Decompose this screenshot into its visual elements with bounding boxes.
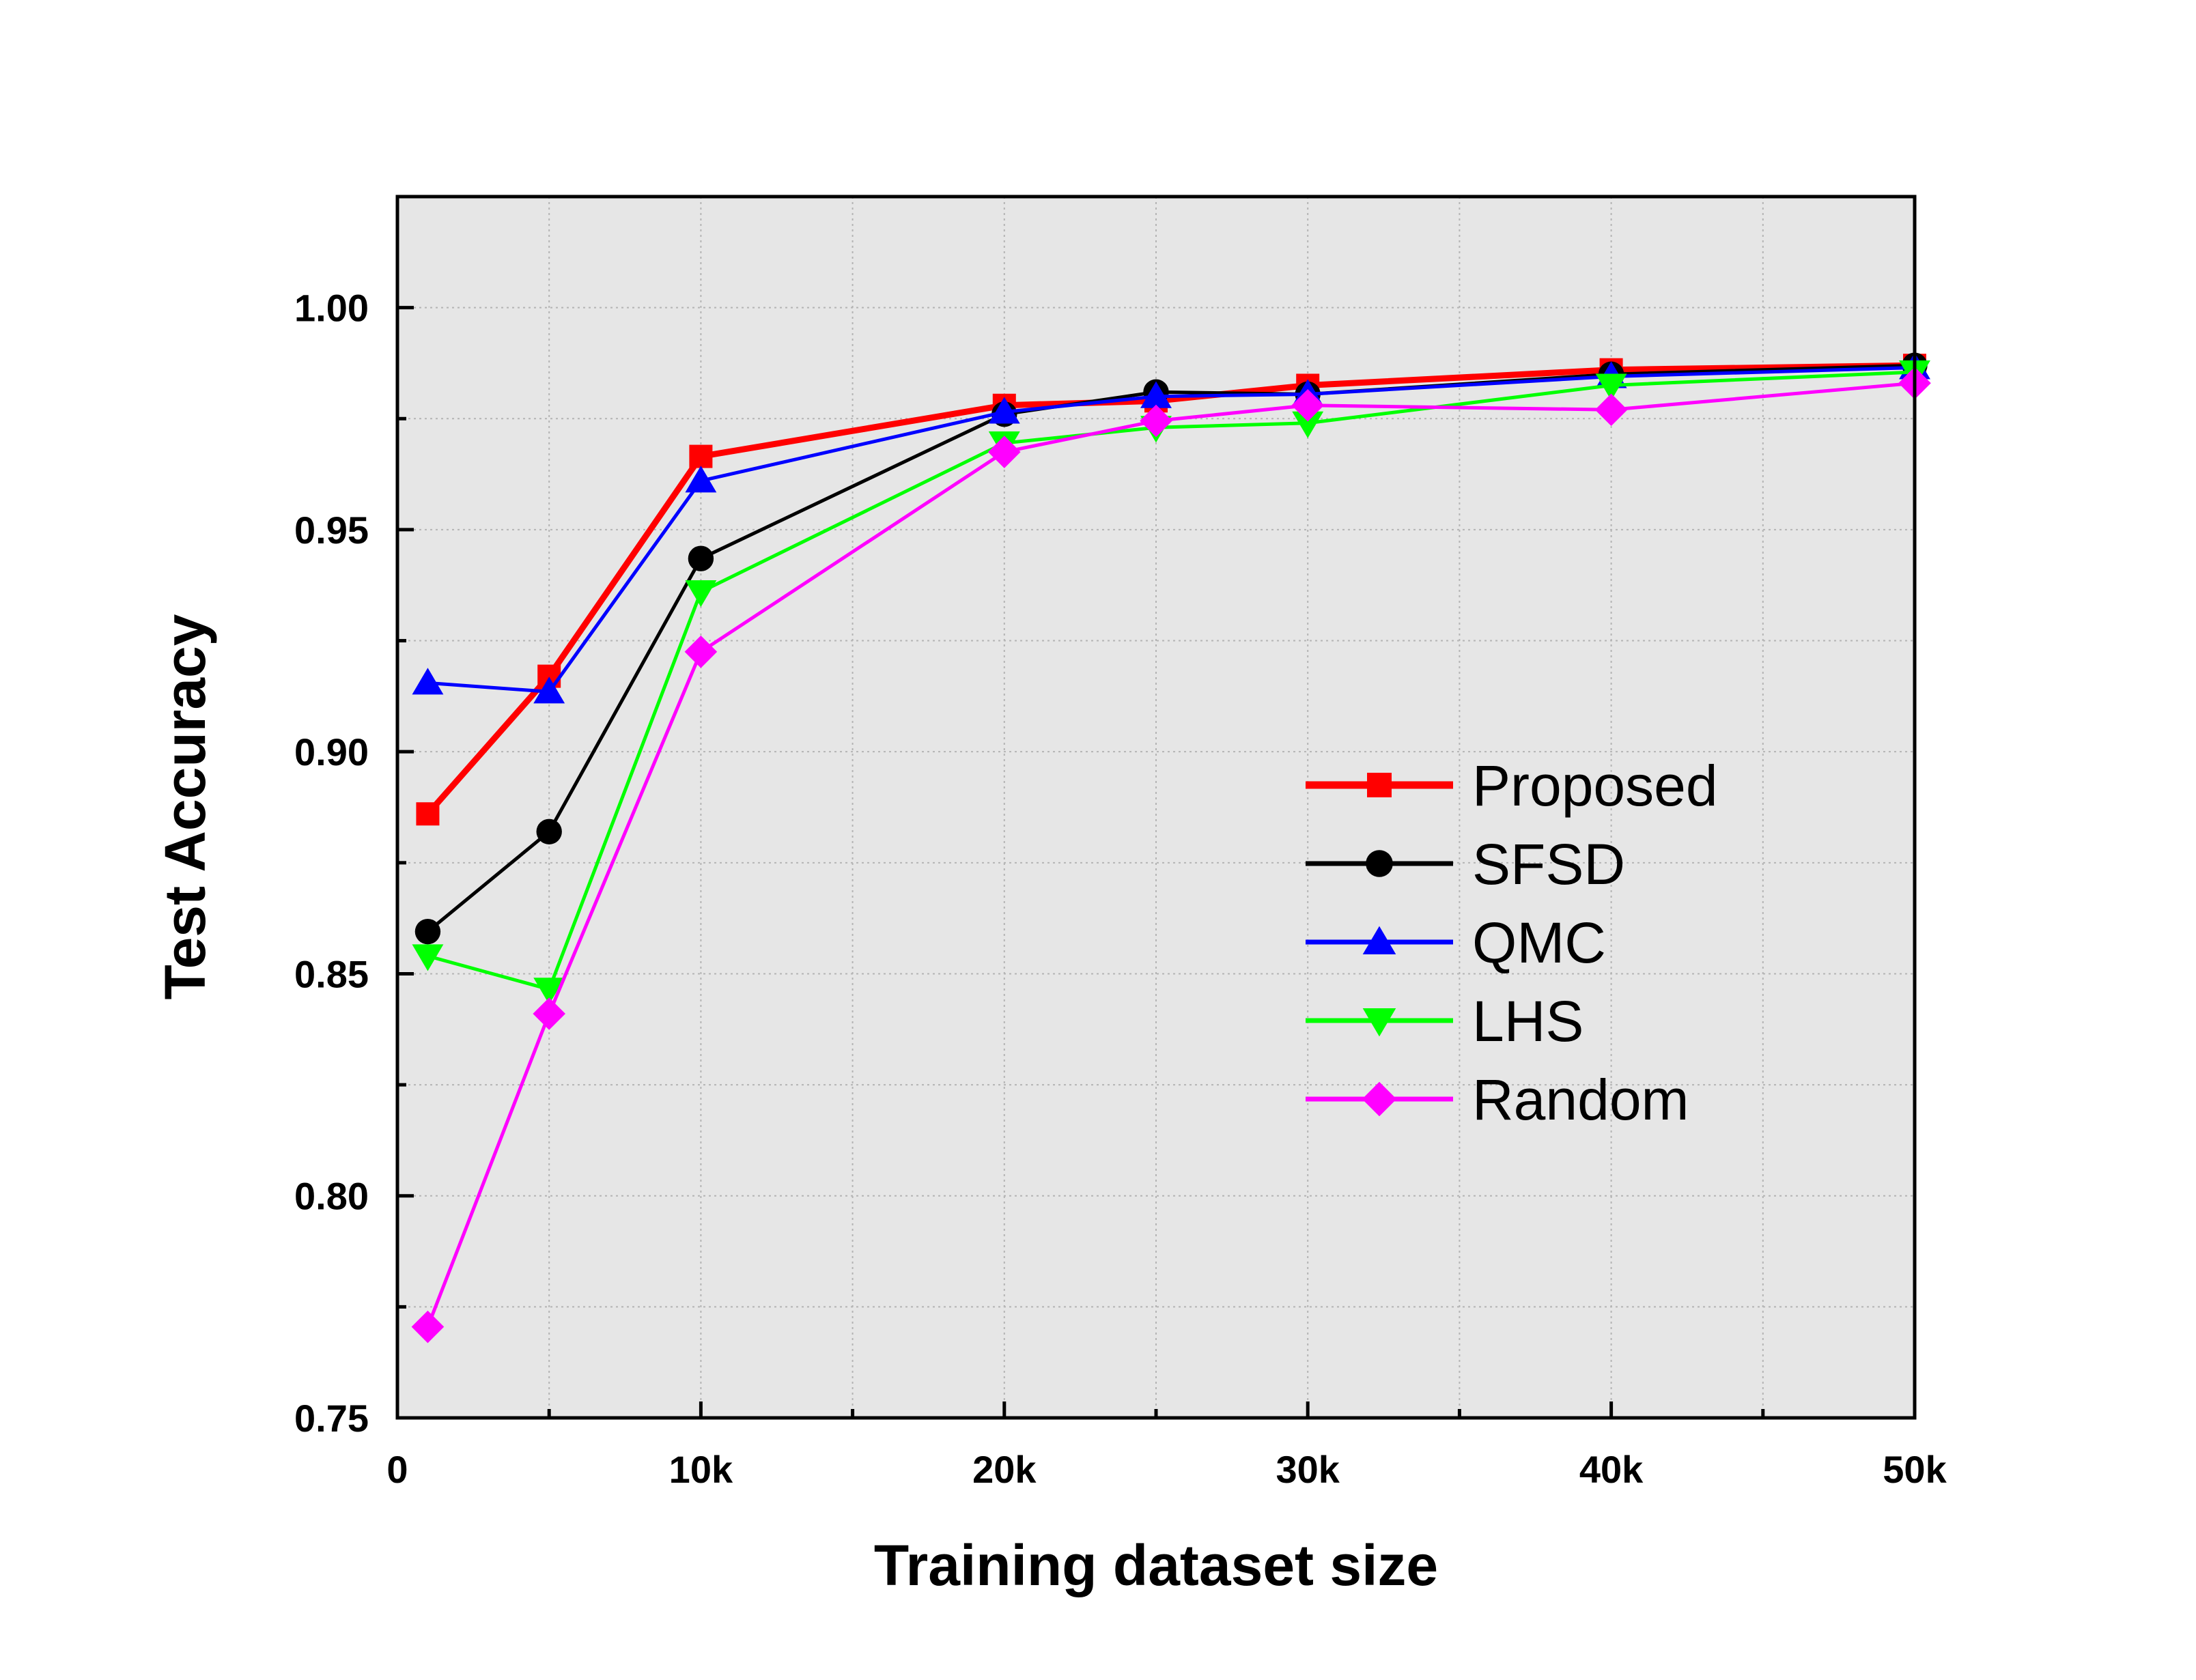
data-point-sfsd — [688, 545, 714, 571]
legend-marker — [1367, 773, 1392, 797]
data-point-qmc — [1140, 381, 1172, 408]
legend-label: Proposed — [1472, 754, 1718, 818]
axis-ticks — [395, 195, 1917, 1420]
y-axis-title: Test Accuracy — [153, 614, 217, 999]
legend-item-qmc: QMC — [1306, 911, 1606, 975]
data-point-lhs — [412, 944, 444, 971]
legend-label: LHS — [1472, 989, 1583, 1053]
data-point-lhs — [685, 580, 717, 608]
legend-marker — [1362, 1081, 1397, 1117]
data-point-random — [988, 436, 1021, 468]
series-layer — [411, 352, 1931, 1343]
data-point-random — [411, 1310, 445, 1343]
legend-item-random: Random — [1306, 1068, 1689, 1132]
legend-item-proposed: Proposed — [1306, 754, 1718, 818]
legend: Proposed SFSD QMC LHS Random — [1306, 754, 1718, 1132]
legend-marker — [1362, 926, 1396, 954]
legend-marker — [1366, 850, 1393, 877]
x-tick-label: 10k — [669, 1448, 733, 1491]
y-tick-label: 0.80 — [294, 1175, 369, 1218]
x-tick-label: 50k — [1883, 1448, 1947, 1491]
data-point-random — [533, 997, 565, 1030]
data-point-lhs — [1292, 411, 1324, 438]
series-random — [411, 367, 1931, 1343]
x-tick-label: 20k — [972, 1448, 1037, 1491]
legend-marker — [1362, 1008, 1396, 1037]
series-line — [427, 365, 1915, 694]
x-axis-title: Training dataset size — [874, 1533, 1438, 1597]
data-point-random — [1291, 388, 1324, 422]
y-tick-label: 0.75 — [294, 1397, 369, 1440]
data-point-qmc — [685, 466, 717, 493]
data-point-lhs — [533, 978, 565, 1005]
data-point-qmc — [533, 677, 565, 704]
y-tick-label: 0.90 — [294, 730, 369, 773]
legend-label: Random — [1472, 1068, 1689, 1132]
data-point-qmc — [988, 397, 1020, 424]
legend-label: SFSD — [1472, 832, 1625, 896]
data-point-sfsd — [414, 918, 441, 945]
x-tick-label: 30k — [1276, 1448, 1340, 1491]
y-tick-label: 0.95 — [294, 509, 369, 552]
tick-labels: 0 10k 20k 30k 40k 50k 0.75 0.80 0.85 0.90 0.95 1.00 — [294, 287, 1947, 1491]
data-point-proposed — [689, 444, 713, 468]
data-point-random — [684, 636, 718, 668]
data-point-sfsd — [536, 818, 562, 844]
y-tick-label: 0.85 — [294, 952, 369, 995]
data-point-lhs — [1595, 373, 1627, 401]
x-tick-label: 0 — [386, 1448, 408, 1491]
y-tick-label: 1.00 — [294, 287, 369, 330]
data-point-proposed — [416, 802, 440, 826]
legend-label: QMC — [1472, 911, 1606, 975]
x-tick-label: 40k — [1579, 1448, 1644, 1491]
legend-item-lhs: LHS — [1306, 989, 1583, 1053]
data-point-qmc — [412, 668, 444, 695]
legend-item-sfsd: SFSD — [1306, 832, 1625, 896]
data-point-random — [1594, 393, 1628, 427]
series-line — [426, 381, 1915, 1328]
data-point-random — [1140, 404, 1172, 438]
